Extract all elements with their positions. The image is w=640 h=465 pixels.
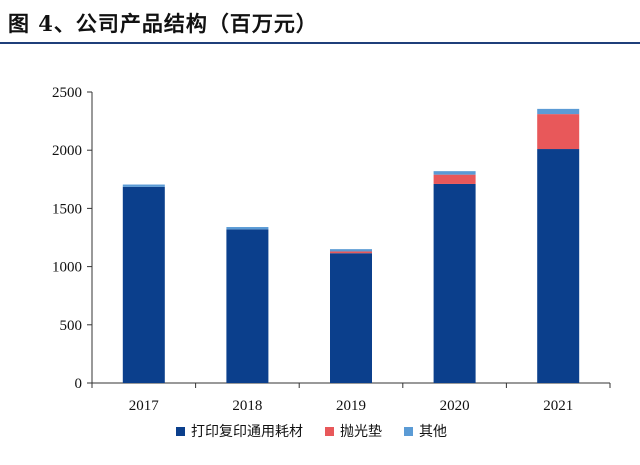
x-tick-label: 2019 [336,398,366,414]
bar-segment-2017-s2 [122,184,165,187]
x-tick-label: 2017 [129,398,160,414]
bar-segment-2017-s0 [122,186,165,383]
y-tick-label: 1000 [52,260,82,276]
legend: 打印复印通用耗材 抛光垫 其他 [176,423,447,440]
legend-label: 抛光垫 [340,424,382,440]
x-tick-label: 2021 [543,398,573,414]
x-tick-label: 2018 [232,398,262,414]
bar-segment-2021-s1 [537,114,580,150]
bar-segment-2020-s1 [433,174,476,184]
bar-segment-2018-s0 [226,229,269,383]
y-tick-label: 0 [75,376,83,392]
bar-segment-2019-s1 [330,251,372,254]
bar-segment-2020-s0 [433,183,476,383]
legend-label: 打印复印通用耗材 [191,423,303,440]
bar-segment-2018-s2 [226,227,269,230]
x-axis: 2017 2018 2019 2020 2021 [91,382,611,414]
y-tick-label: 500 [60,318,83,334]
page-title: 图 4、公司产品结构（百万元） [8,11,318,36]
y-tick-label: 2000 [52,143,82,159]
legend-swatch [404,427,413,436]
bar-segment-2020-s2 [433,171,476,175]
bar-segment-2021-s0 [537,149,580,383]
y-axis: 0 500 1000 1500 2000 2500 [52,85,93,392]
y-tick-label: 2500 [52,85,82,101]
legend-label: 其他 [419,424,447,440]
x-tick-label: 2020 [440,398,470,414]
legend-swatch [325,427,334,436]
legend-swatch [176,427,185,436]
y-tick-label: 1500 [52,201,82,217]
bar-segment-2021-s2 [537,108,580,115]
bar-segment-2019-s2 [330,249,372,252]
bars [122,108,580,383]
title-bar: 图 4、公司产品结构（百万元） [0,0,640,44]
title-rule [0,42,640,44]
bar-segment-2019-s0 [330,253,372,383]
